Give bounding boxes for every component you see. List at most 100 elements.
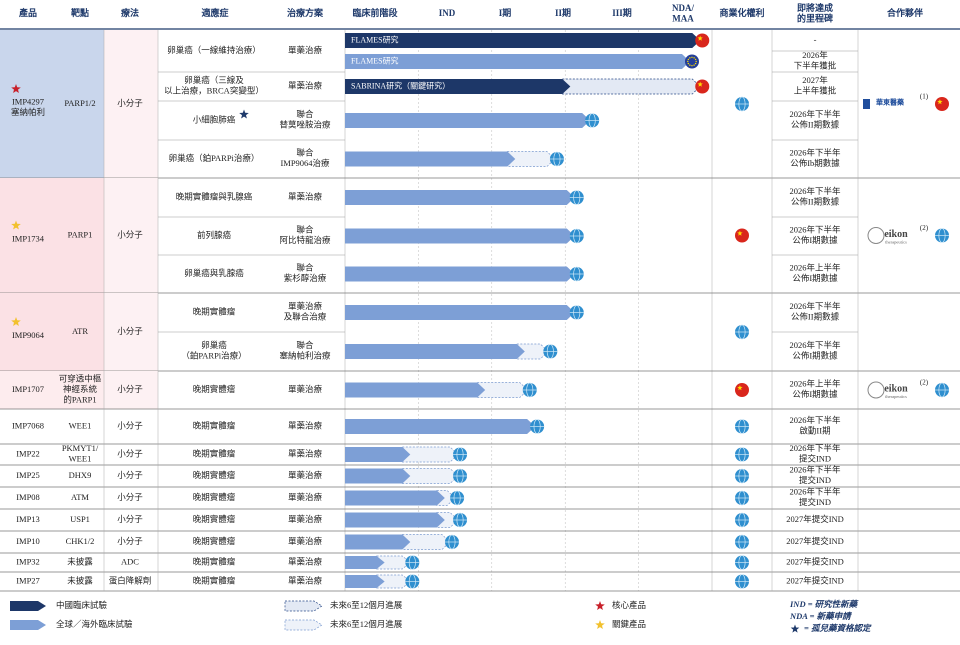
indication: 晚期實體瘤 <box>193 470 236 480</box>
progress-bar <box>345 490 445 506</box>
legend-note: NDA = 新藥申請 <box>789 611 852 621</box>
legend-label: 未來6至12個月進展 <box>330 600 403 610</box>
modality: 小分子 <box>117 229 143 239</box>
partner-logo-mark <box>867 381 885 399</box>
future-bar <box>401 468 459 484</box>
milestone: 2026年 <box>802 50 828 60</box>
target: 的PARP1 <box>63 394 96 404</box>
product-name: IMP27 <box>16 575 40 585</box>
regimen: 單藥治療 <box>288 470 323 480</box>
regimen: 聯合 <box>296 109 314 119</box>
product-name: IMP25 <box>16 470 40 480</box>
indication: 卵巢癌（三線及 <box>184 75 244 85</box>
product-name: IMP1707 <box>12 384 44 394</box>
column-header: II期 <box>555 7 571 18</box>
legend-label: 未來6至12個月進展 <box>330 619 403 629</box>
regimen: 替莫唑胺治療 <box>279 120 331 130</box>
orphan-star <box>239 109 249 119</box>
modality: 小分子 <box>117 98 143 108</box>
eu-star <box>691 65 693 67</box>
partner-name: eikon <box>884 229 908 240</box>
flag-star <box>737 230 743 236</box>
target: ATR <box>72 326 88 336</box>
modality: 小分子 <box>117 470 143 480</box>
product-cell-bg <box>0 30 104 178</box>
legend-label: 核心產品 <box>612 600 646 610</box>
column-header: 適應症 <box>201 7 228 18</box>
milestone: 公佈I期數據 <box>792 273 838 283</box>
product-name: IMP7068 <box>12 420 44 430</box>
flag-star <box>737 385 743 391</box>
partner-name: eikon <box>884 383 908 394</box>
regimen: 單藥治療 <box>288 80 323 90</box>
indication: 晚期實體瘤 <box>193 306 236 316</box>
column-header: NDA/ <box>672 3 694 13</box>
column-header: 靶點 <box>71 7 89 18</box>
partner-logo-mark <box>863 99 870 109</box>
column-header: 產品 <box>18 7 37 18</box>
column-header: 臨床前階段 <box>352 7 398 18</box>
target: 神經系統 <box>63 384 98 394</box>
eu-star <box>695 60 697 63</box>
progress-bar <box>345 447 411 462</box>
partner-note: (2) <box>920 379 929 387</box>
regimen: 紫杉醇治療 <box>284 273 327 283</box>
china-flag-icon <box>695 79 710 94</box>
indication: 晚期實體瘤 <box>193 448 236 458</box>
regimen: 單藥治療 <box>288 492 323 502</box>
milestone: 公佈I期數據 <box>792 235 838 245</box>
column-header: 療法 <box>121 7 139 18</box>
regimen: 單藥治療 <box>288 536 323 546</box>
product-cell-bg <box>0 178 104 293</box>
progress-bar <box>345 556 385 569</box>
progress-bar <box>345 534 411 550</box>
milestone: 2026年下半年 <box>789 340 841 350</box>
modality: 小分子 <box>117 492 143 502</box>
progress-bar <box>345 344 525 359</box>
legend-key-star <box>595 620 605 629</box>
modality: 小分子 <box>117 448 143 458</box>
eu-flag-icon <box>684 54 699 69</box>
regimen: 聯合 <box>296 225 314 235</box>
header-bg <box>0 0 960 28</box>
eu-star <box>689 64 691 66</box>
product-name: IMP9064 <box>12 330 45 340</box>
product-star <box>11 84 21 93</box>
regimen: 及聯合治療 <box>284 312 327 322</box>
regimen: 聯合 <box>296 148 314 158</box>
partner-note: (1) <box>920 93 929 101</box>
progress-bar <box>345 190 575 205</box>
indication: 卵巢癌（一線維持治療） <box>167 45 261 55</box>
progress-bar <box>345 151 516 167</box>
progress-bar <box>345 113 591 128</box>
partner-sub: therapeutics <box>885 240 907 245</box>
target: WEE1 <box>69 454 92 464</box>
milestone: - <box>814 34 817 44</box>
regimen: 單藥治療 <box>288 45 323 55</box>
column-header: 治療方案 <box>287 7 324 18</box>
milestone: 提交IND <box>799 497 831 507</box>
indication: 晚期實體瘤 <box>193 556 236 566</box>
milestone: 2026年下半年 <box>789 487 841 497</box>
eu-star <box>693 64 695 66</box>
eu-star <box>689 57 691 59</box>
future-bar <box>561 78 701 95</box>
product-name: IMP08 <box>16 492 40 502</box>
progress-bar <box>345 33 701 48</box>
china-flag-icon <box>735 228 749 243</box>
target: PARP1/2 <box>64 98 95 108</box>
progress-bar <box>345 575 385 588</box>
regimen: 單藥治療 <box>288 420 323 430</box>
regimen: 聯合 <box>296 263 314 273</box>
product-cell-bg <box>0 371 104 409</box>
indication: 晚期實體瘤 <box>193 514 236 524</box>
milestone: 上半年獲批 <box>794 86 837 96</box>
regimen: 阿比特龍治療 <box>279 235 331 245</box>
regimen: 單藥治療 <box>288 575 323 585</box>
eu-star <box>687 62 690 65</box>
indication: 晚期實體瘤 <box>193 536 236 546</box>
milestone: 2026年下半年 <box>789 186 841 196</box>
partner-name: 華東醫藥 <box>876 98 905 107</box>
target: 未披露 <box>67 556 93 566</box>
